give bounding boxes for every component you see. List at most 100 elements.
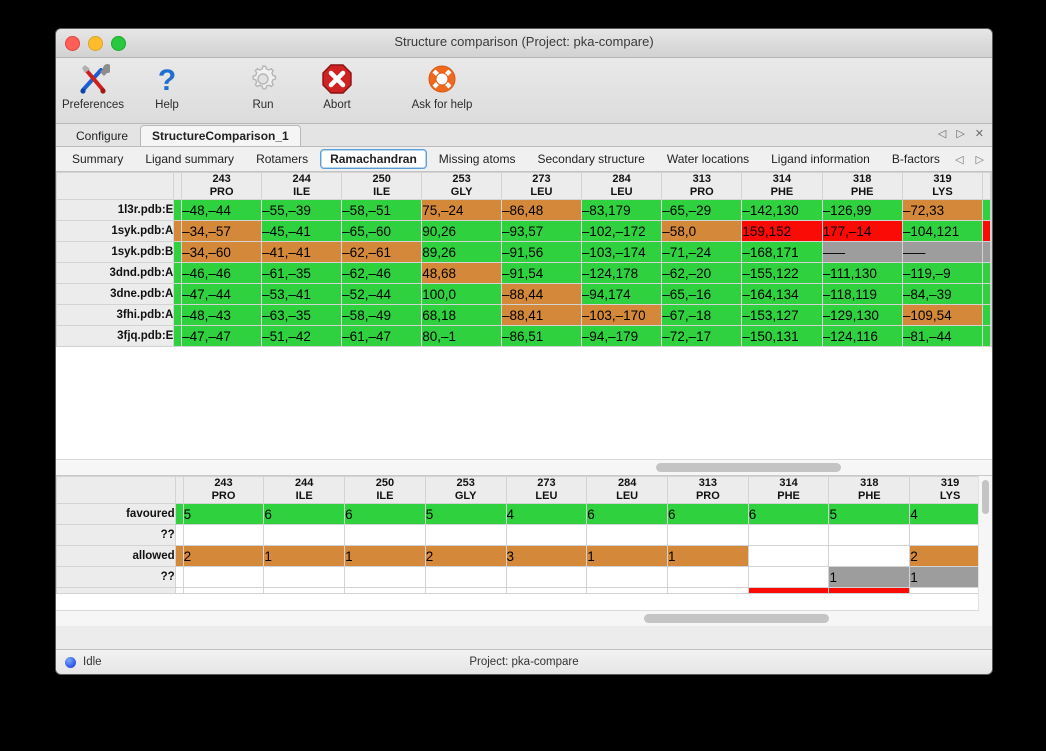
prev-result-tab-icon[interactable]: ◁ [955, 153, 964, 166]
data-cell[interactable]: –91,56 [501, 241, 582, 263]
data-cell[interactable] [586, 566, 668, 588]
data-cell[interactable]: 2 [182, 545, 265, 567]
data-cell[interactable] [828, 587, 911, 594]
data-cell[interactable]: 89,26 [421, 241, 502, 263]
data-cell[interactable]: –88,44 [501, 283, 582, 305]
data-cell[interactable]: –103,–174 [580, 241, 663, 263]
data-cell[interactable] [505, 524, 588, 546]
table-row[interactable]: 1l3r.pdb:E –48,–44 –55,–39 –58,–51 75,–24 –86… [56, 199, 992, 221]
data-cell[interactable]: –58,0 [661, 220, 743, 242]
data-cell[interactable]: –62,–46 [341, 262, 423, 284]
data-cell[interactable]: –83,179 [580, 199, 663, 221]
data-cell[interactable]: ––– [901, 241, 984, 263]
data-cell[interactable]: –34,–57 [181, 220, 263, 242]
data-cell[interactable]: 75,–24 [421, 199, 502, 221]
data-cell[interactable] [344, 524, 426, 546]
data-cell[interactable]: –65,–60 [341, 220, 423, 242]
prev-tab-icon[interactable]: ◁ [937, 128, 947, 140]
column-header[interactable]: 243 PRO [181, 172, 263, 200]
data-cell[interactable]: 6 [263, 503, 346, 525]
column-header[interactable]: 250 ILE [341, 172, 423, 200]
data-cell[interactable]: –164,134 [741, 283, 823, 305]
close-tab-icon[interactable]: ✕ [974, 128, 984, 140]
row-label[interactable]: 1syk.pdb:B [56, 241, 175, 263]
data-cell[interactable] [182, 566, 265, 588]
data-cell[interactable]: –53,–41 [261, 283, 343, 305]
data-cell[interactable]: –94,–179 [580, 325, 663, 347]
data-cell[interactable]: –88,41 [501, 304, 582, 326]
column-header[interactable]: 314 PHE [741, 172, 823, 200]
table-row[interactable]: 3fjq.pdb:E –47,–47 –51,–42 –61,–47 80,–1 –86,… [56, 325, 992, 347]
data-cell[interactable]: 6 [667, 503, 749, 525]
data-cell[interactable] [667, 566, 749, 588]
data-cell[interactable]: 5 [182, 503, 265, 525]
data-cell[interactable]: –62,–61 [341, 241, 423, 263]
data-cell[interactable]: 1 [263, 545, 346, 567]
column-header[interactable]: 318 PHE [828, 476, 911, 504]
column-header[interactable]: 273 LEU [501, 172, 582, 200]
data-cell[interactable]: 1 [667, 545, 749, 567]
data-cell[interactable]: –111,130 [821, 262, 903, 284]
data-cell[interactable]: 177,–14 [821, 220, 903, 242]
row-label[interactable]: ?? [56, 524, 176, 546]
data-cell[interactable]: 2 [424, 545, 507, 567]
data-cell[interactable]: –52,–44 [341, 283, 423, 305]
row-label[interactable]: 1syk.pdb:A [56, 220, 175, 242]
tab-water-locations[interactable]: Water locations [666, 152, 750, 166]
data-cell[interactable]: –47,–47 [181, 325, 263, 347]
column-header[interactable]: 313 PRO [661, 172, 743, 200]
next-result-tab-icon[interactable]: ▷ [975, 153, 984, 166]
column-header[interactable]: 314 PHE [747, 476, 830, 504]
data-cell[interactable] [424, 566, 507, 588]
table-row[interactable]: favoured 5 6 6 5 4 6 6 6 5 4 [56, 503, 992, 525]
bottom-vertical-scrollbar[interactable] [978, 476, 992, 626]
data-cell[interactable]: –45,–41 [261, 220, 343, 242]
data-cell[interactable] [586, 524, 668, 546]
data-cell[interactable]: –61,–35 [261, 262, 343, 284]
tab-rotamers[interactable]: Rotamers [256, 152, 309, 166]
column-header[interactable]: 250 ILE [344, 476, 426, 504]
data-cell[interactable]: –118,119 [821, 283, 903, 305]
tab-secondary-structure[interactable]: Secondary structure [537, 152, 645, 166]
data-cell[interactable]: –126,99 [821, 199, 903, 221]
data-cell[interactable]: –51,–42 [261, 325, 343, 347]
table-colorbar-row[interactable] [56, 587, 992, 594]
data-cell[interactable]: –84,–39 [901, 283, 984, 305]
data-cell[interactable] [747, 587, 830, 594]
tab-ramachandran[interactable]: Ramachandran [320, 149, 427, 169]
data-cell[interactable] [909, 524, 991, 546]
column-header[interactable]: 284 LEU [580, 172, 663, 200]
data-cell[interactable] [586, 587, 668, 594]
data-cell[interactable]: –93,57 [501, 220, 582, 242]
data-cell[interactable] [505, 566, 588, 588]
data-cell[interactable]: 1 [586, 545, 668, 567]
preferences-button[interactable]: Preferences [56, 61, 130, 111]
data-cell[interactable] [182, 587, 265, 594]
data-cell[interactable] [505, 587, 588, 594]
data-cell[interactable]: –124,116 [821, 325, 903, 347]
data-cell[interactable]: –91,54 [501, 262, 582, 284]
row-label[interactable]: 3fjq.pdb:E [56, 325, 175, 347]
data-cell[interactable]: 4 [505, 503, 588, 525]
data-cell[interactable]: –72,33 [901, 199, 984, 221]
data-cell[interactable]: –119,–9 [901, 262, 984, 284]
tab-summary[interactable]: Summary [72, 152, 124, 166]
next-tab-icon[interactable]: ▷ [956, 128, 965, 140]
data-cell[interactable]: 3 [505, 545, 588, 567]
column-header[interactable]: 273 LEU [505, 476, 588, 504]
close-window-button[interactable] [65, 36, 80, 51]
data-cell[interactable] [667, 524, 749, 546]
tab-missing-atoms[interactable]: Missing atoms [438, 152, 516, 166]
data-cell[interactable]: 5 [828, 503, 911, 525]
column-header[interactable]: 253 GLY [421, 172, 502, 200]
zoom-window-button[interactable] [111, 36, 126, 51]
data-cell[interactable] [747, 524, 830, 546]
data-cell[interactable]: –67,–18 [661, 304, 743, 326]
ask-for-help-button[interactable]: Ask for help [396, 61, 488, 111]
data-cell[interactable] [828, 524, 911, 546]
data-cell[interactable]: –47,–44 [181, 283, 263, 305]
data-cell[interactable]: –150,131 [741, 325, 823, 347]
column-header[interactable]: 319 LYS [901, 172, 984, 200]
data-cell[interactable] [344, 566, 426, 588]
table-row[interactable]: 3dnd.pdb:A –46,–46 –61,–35 –62,–46 48,68 –91,… [56, 262, 992, 284]
